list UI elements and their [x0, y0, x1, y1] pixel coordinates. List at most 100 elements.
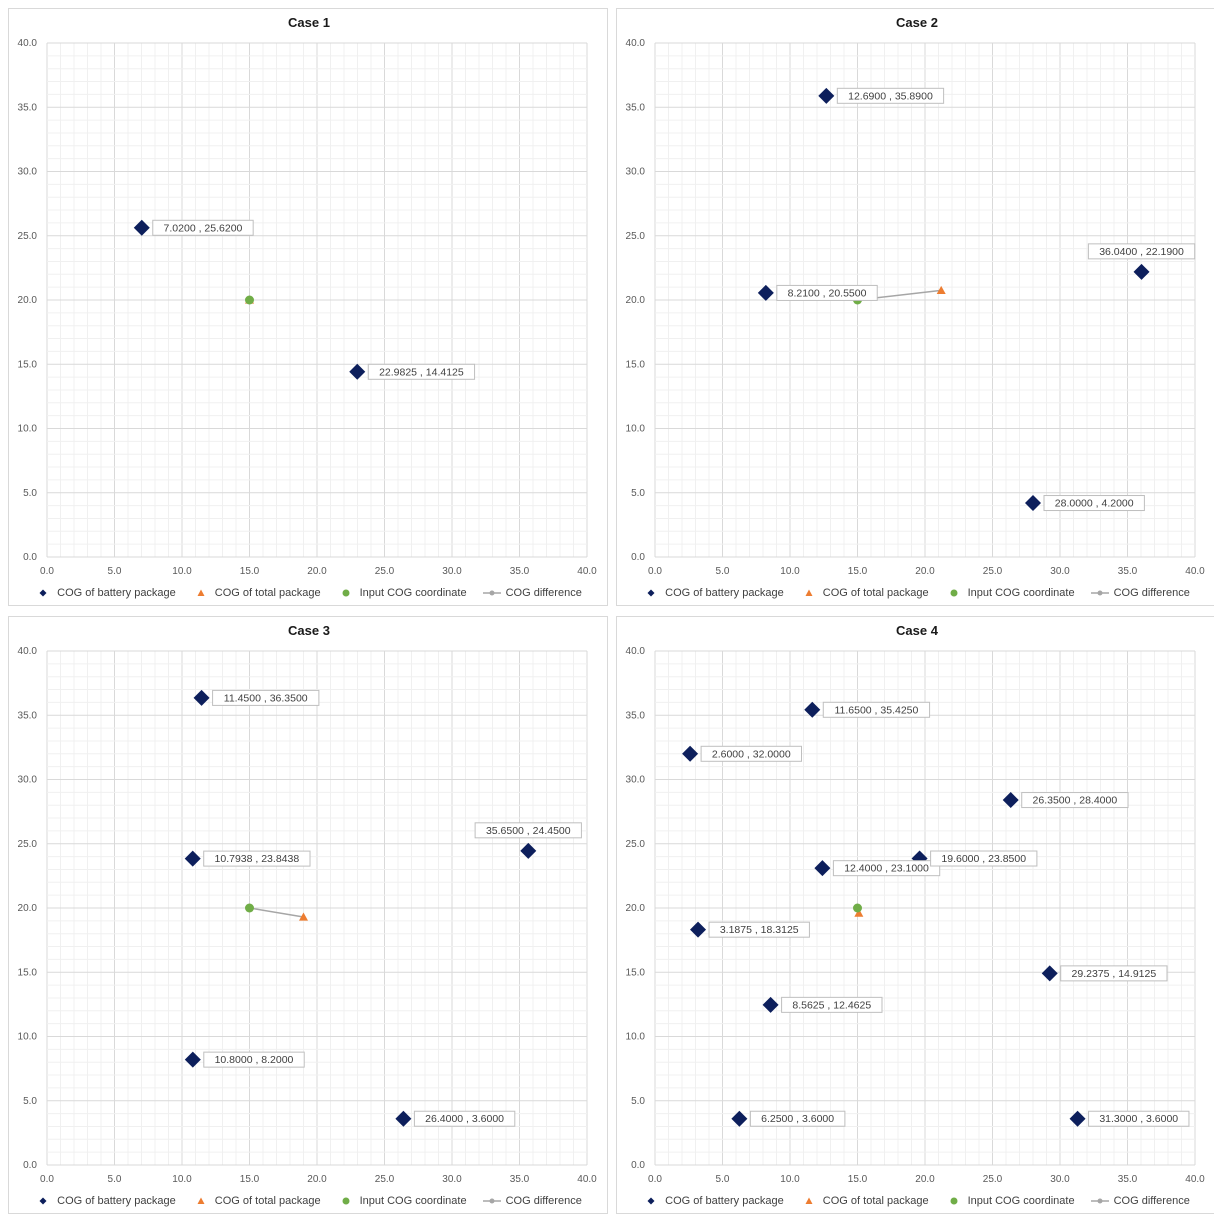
x-tick-label: 35.0	[1118, 1174, 1138, 1185]
data-label: 2.6000 , 32.0000	[700, 745, 802, 762]
chart-legend: COG of battery package COG of total packa…	[617, 587, 1214, 599]
x-tick-label: 15.0	[240, 1174, 260, 1185]
data-label: 36.0400 , 22.1900	[1087, 243, 1196, 260]
y-tick-label: 15.0	[626, 967, 646, 978]
legend-item: COG of battery package	[34, 1195, 176, 1207]
data-label: 12.4000 , 23.1000	[832, 860, 941, 877]
legend-label: COG of battery package	[57, 587, 176, 599]
x-tick-label: 30.0	[442, 566, 462, 577]
svg-text:12.6900 , 35.8900: 12.6900 , 35.8900	[848, 90, 933, 102]
legend-line-icon	[1090, 588, 1109, 598]
x-tick-label: 35.0	[510, 566, 530, 577]
svg-text:2.6000 , 32.0000: 2.6000 , 32.0000	[712, 748, 791, 760]
legend-label: COG difference	[1113, 587, 1190, 599]
battery-cog-marker	[1133, 263, 1150, 280]
legend-triangle-icon	[800, 588, 818, 598]
battery-cog-marker	[818, 87, 835, 104]
svg-text:11.6500 , 35.4250: 11.6500 , 35.4250	[834, 704, 918, 716]
y-tick-label: 25.0	[18, 231, 38, 242]
data-label: 6.2500 , 3.6000	[749, 1110, 846, 1127]
battery-cog-marker	[762, 996, 779, 1013]
battery-cog-marker	[349, 363, 366, 380]
legend-label: COG of battery package	[57, 1195, 176, 1207]
legend-label: COG of battery package	[665, 587, 784, 599]
legend-label: Input COG coordinate	[967, 587, 1075, 599]
total-cog-marker	[936, 285, 946, 294]
svg-text:31.3000 , 3.6000: 31.3000 , 3.6000	[1099, 1113, 1178, 1125]
x-tick-label: 30.0	[442, 1174, 462, 1185]
legend-item: COG of total package	[192, 1195, 321, 1207]
legend-circle-icon	[337, 588, 355, 598]
y-tick-label: 25.0	[626, 231, 646, 242]
x-tick-label: 5.0	[716, 566, 730, 577]
chart-legend: COG of battery package COG of total packa…	[9, 587, 607, 599]
x-tick-label: 25.0	[983, 1174, 1003, 1185]
data-label: 26.4000 , 3.6000	[413, 1110, 516, 1127]
chart-title: Case 4	[896, 623, 939, 638]
legend-circle-icon	[945, 1196, 963, 1206]
legend-item: COG difference	[482, 1195, 582, 1207]
x-tick-label: 15.0	[848, 566, 868, 577]
chart-title: Case 2	[896, 15, 938, 30]
y-tick-label: 30.0	[18, 775, 38, 786]
legend-item: COG of total package	[192, 587, 321, 599]
data-label: 19.6000 , 23.8500	[930, 850, 1038, 867]
legend-triangle-icon	[192, 1196, 210, 1206]
legend-diamond-icon	[642, 588, 660, 598]
data-label: 26.3500 , 28.4000	[1021, 792, 1129, 809]
x-tick-label: 5.0	[108, 566, 122, 577]
legend-item: COG of total package	[800, 587, 929, 599]
battery-cog-marker	[690, 921, 707, 938]
x-tick-label: 0.0	[648, 566, 662, 577]
svg-text:7.0200 , 25.6200: 7.0200 , 25.6200	[164, 222, 243, 234]
legend-label: COG of total package	[214, 587, 321, 599]
svg-text:19.6000 , 23.8500: 19.6000 , 23.8500	[941, 853, 1026, 865]
x-tick-label: 5.0	[108, 1174, 122, 1185]
data-label: 7.0200 , 25.6200	[152, 219, 254, 236]
y-tick-label: 35.0	[18, 710, 38, 721]
y-tick-label: 35.0	[626, 710, 646, 721]
legend-label: COG difference	[1113, 1195, 1190, 1207]
data-label: 29.2375 , 14.9125	[1060, 965, 1168, 982]
total-cog-marker	[299, 912, 308, 921]
y-tick-label: 35.0	[18, 102, 38, 113]
legend-item: COG of battery package	[34, 587, 176, 599]
x-tick-label: 30.0	[1050, 566, 1070, 577]
y-tick-label: 15.0	[18, 359, 38, 370]
y-tick-label: 20.0	[626, 903, 646, 914]
chart-title: Case 3	[288, 623, 330, 638]
legend-label: Input COG coordinate	[967, 1195, 1075, 1207]
data-label: 35.6500 , 24.4500	[474, 822, 582, 839]
data-label: 31.3000 , 3.6000	[1088, 1110, 1190, 1127]
battery-cog-marker	[757, 284, 774, 301]
x-tick-label: 0.0	[40, 566, 54, 577]
y-tick-label: 0.0	[23, 552, 37, 563]
svg-text:10.7938 , 23.8438: 10.7938 , 23.8438	[215, 853, 300, 865]
y-tick-label: 5.0	[23, 1096, 37, 1107]
y-tick-label: 35.0	[626, 102, 646, 113]
x-tick-label: 10.0	[780, 1174, 800, 1185]
legend-item: COG of battery package	[642, 587, 784, 599]
battery-cog-marker	[1069, 1110, 1086, 1127]
y-tick-label: 10.0	[626, 1032, 646, 1043]
y-tick-label: 25.0	[626, 839, 646, 850]
legend-circle-icon	[337, 1196, 355, 1206]
y-tick-label: 15.0	[18, 967, 38, 978]
y-tick-label: 0.0	[631, 552, 645, 563]
x-tick-label: 25.0	[983, 566, 1003, 577]
legend-circle-icon	[945, 588, 963, 598]
x-tick-label: 10.0	[172, 566, 192, 577]
x-tick-label: 20.0	[915, 566, 935, 577]
y-tick-label: 5.0	[631, 488, 645, 499]
data-label: 3.1875 , 18.3125	[708, 921, 810, 938]
legend-label: COG of total package	[214, 1195, 321, 1207]
battery-cog-marker	[520, 842, 537, 859]
y-tick-label: 30.0	[626, 775, 646, 786]
y-tick-label: 40.0	[18, 646, 38, 657]
data-label: 11.4500 , 36.3500	[212, 689, 320, 706]
data-label: 12.6900 , 35.8900	[836, 87, 945, 104]
x-tick-label: 20.0	[307, 566, 327, 577]
battery-cog-marker	[1002, 792, 1019, 809]
svg-text:22.9825 , 14.4125: 22.9825 , 14.4125	[379, 366, 464, 378]
battery-cog-marker	[1041, 965, 1058, 982]
